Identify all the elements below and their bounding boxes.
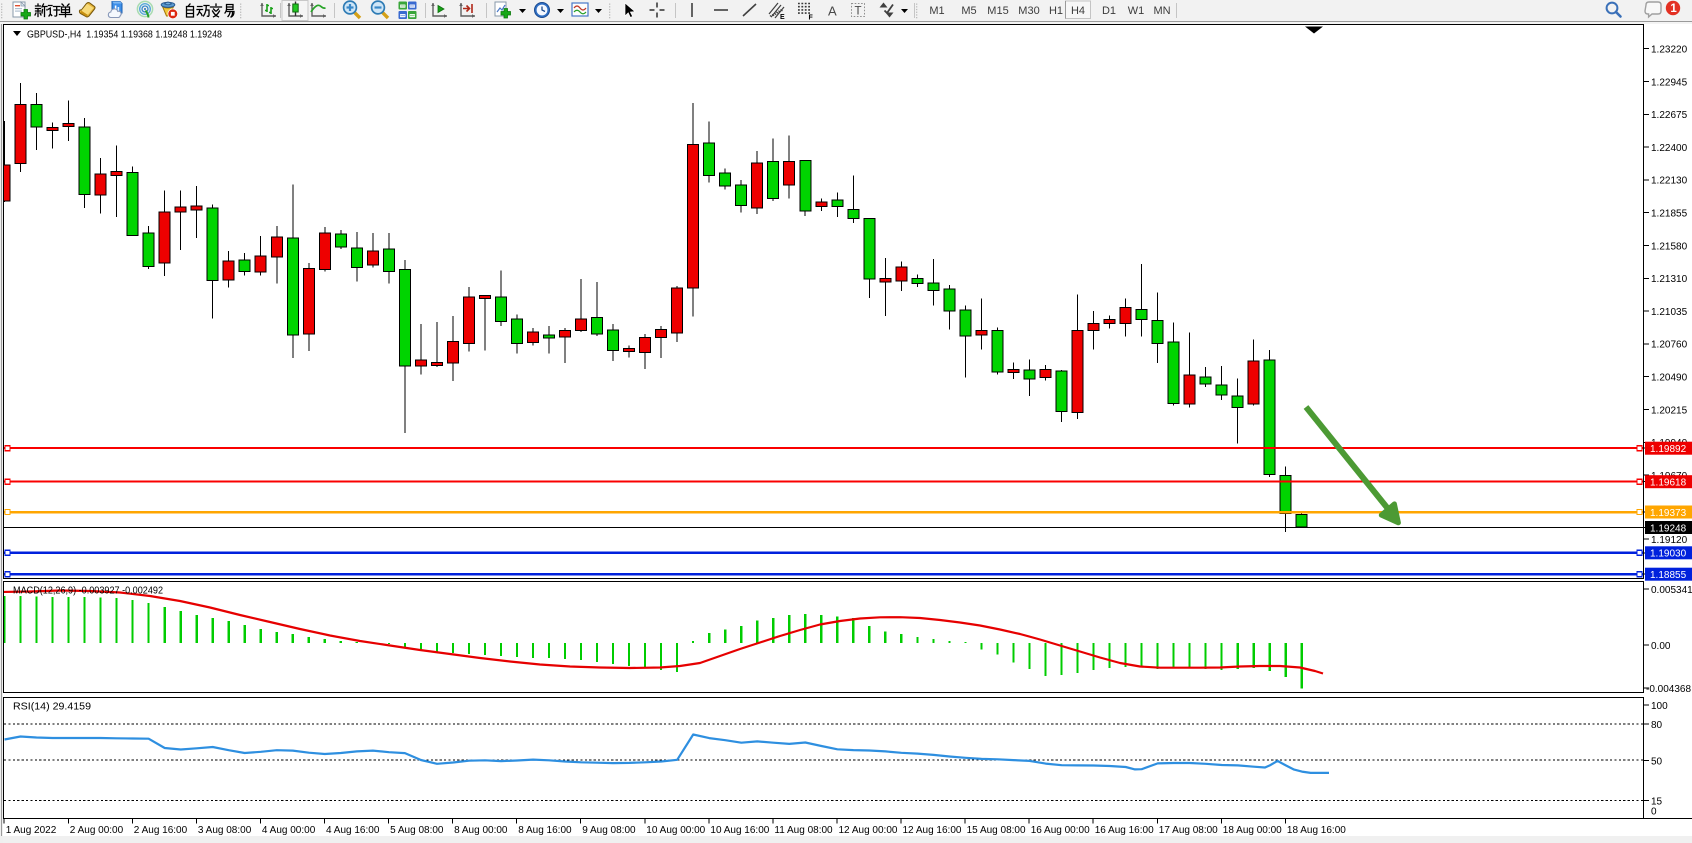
svg-text:1 Aug 2022: 1 Aug 2022 (6, 825, 57, 836)
svg-text:1.22130: 1.22130 (1651, 176, 1688, 187)
svg-text:9 Aug 08:00: 9 Aug 08:00 (582, 825, 636, 836)
svg-text:8 Aug 16:00: 8 Aug 16:00 (518, 825, 572, 836)
svg-text:18 Aug 16:00: 18 Aug 16:00 (1287, 825, 1346, 836)
svg-text:H1: H1 (1049, 5, 1063, 17)
svg-text:1.21035: 1.21035 (1651, 307, 1688, 318)
svg-text:H4: H4 (1071, 5, 1085, 17)
svg-text:1.21855: 1.21855 (1651, 209, 1688, 220)
svg-text:E: E (780, 14, 785, 21)
svg-text:2 Aug 00:00: 2 Aug 00:00 (70, 825, 124, 836)
svg-text:16 Aug 00:00: 16 Aug 00:00 (1031, 825, 1090, 836)
svg-text:1.19030: 1.19030 (1650, 549, 1687, 560)
svg-text:12 Aug 16:00: 12 Aug 16:00 (903, 825, 962, 836)
svg-text:M1: M1 (929, 5, 944, 17)
svg-text:100: 100 (1651, 701, 1668, 712)
svg-text:1.18855: 1.18855 (1650, 570, 1687, 581)
svg-text:1.19248: 1.19248 (1650, 523, 1687, 534)
svg-text:0: 0 (1651, 806, 1657, 817)
svg-text:17 Aug 08:00: 17 Aug 08:00 (1159, 825, 1218, 836)
svg-text:80: 80 (1651, 720, 1663, 731)
svg-text:1.21580: 1.21580 (1651, 241, 1688, 252)
svg-text:10 Aug 16:00: 10 Aug 16:00 (710, 825, 769, 836)
svg-text:4 Aug 00:00: 4 Aug 00:00 (262, 825, 316, 836)
svg-text:M15: M15 (987, 5, 1008, 17)
svg-text:15 Aug 08:00: 15 Aug 08:00 (967, 825, 1026, 836)
svg-text:11 Aug 08:00: 11 Aug 08:00 (774, 825, 833, 836)
svg-text:1.21310: 1.21310 (1651, 274, 1688, 285)
svg-text:1.22400: 1.22400 (1651, 143, 1688, 154)
svg-text:T: T (855, 6, 862, 18)
svg-text:D1: D1 (1102, 5, 1116, 17)
svg-text:0.00: 0.00 (1651, 641, 1671, 652)
svg-text:F: F (809, 15, 814, 22)
svg-text:16 Aug 16:00: 16 Aug 16:00 (1095, 825, 1154, 836)
svg-text:1.23220: 1.23220 (1651, 45, 1688, 56)
svg-text:5 Aug 08:00: 5 Aug 08:00 (390, 825, 444, 836)
svg-text:A: A (828, 4, 837, 19)
svg-text:10 Aug 00:00: 10 Aug 00:00 (646, 825, 705, 836)
svg-text:1.22675: 1.22675 (1651, 110, 1688, 121)
svg-text:12 Aug 00:00: 12 Aug 00:00 (839, 825, 898, 836)
svg-text:1: 1 (1670, 3, 1677, 15)
svg-text:1.22945: 1.22945 (1651, 77, 1688, 88)
svg-text:15: 15 (1651, 796, 1663, 807)
svg-text:1.19373: 1.19373 (1650, 508, 1687, 519)
svg-text:RSI(14) 29.4159: RSI(14) 29.4159 (13, 702, 91, 713)
svg-text:3 Aug 08:00: 3 Aug 08:00 (198, 825, 252, 836)
svg-text:W1: W1 (1128, 5, 1145, 17)
svg-text:1.20490: 1.20490 (1651, 373, 1688, 384)
svg-text:8 Aug 00:00: 8 Aug 00:00 (454, 825, 508, 836)
svg-text:18 Aug 00:00: 18 Aug 00:00 (1223, 825, 1282, 836)
svg-text:0.005341: 0.005341 (1651, 585, 1692, 596)
svg-text:M30: M30 (1018, 5, 1039, 17)
svg-text:1.19618: 1.19618 (1650, 478, 1687, 489)
svg-text:1.19120: 1.19120 (1651, 535, 1688, 546)
svg-text:1.20215: 1.20215 (1651, 405, 1688, 416)
svg-text:MN: MN (1153, 5, 1170, 17)
svg-text:2 Aug 16:00: 2 Aug 16:00 (134, 825, 188, 836)
svg-text:M5: M5 (961, 5, 976, 17)
svg-text:1.19892: 1.19892 (1650, 444, 1687, 455)
svg-text:-0.004368: -0.004368 (1646, 684, 1691, 695)
svg-text:50: 50 (1651, 756, 1663, 767)
svg-text:MACD(12,26,9) -0.003927 -0.002: MACD(12,26,9) -0.003927 -0.002492 (13, 586, 163, 597)
svg-text:4 Aug 16:00: 4 Aug 16:00 (326, 825, 380, 836)
svg-text:GBPUSD-,H4 1.19354 1.19368 1.: GBPUSD-,H4 1.19354 1.19368 1.19248 1.192… (27, 30, 222, 41)
svg-text:1.20760: 1.20760 (1651, 340, 1688, 351)
